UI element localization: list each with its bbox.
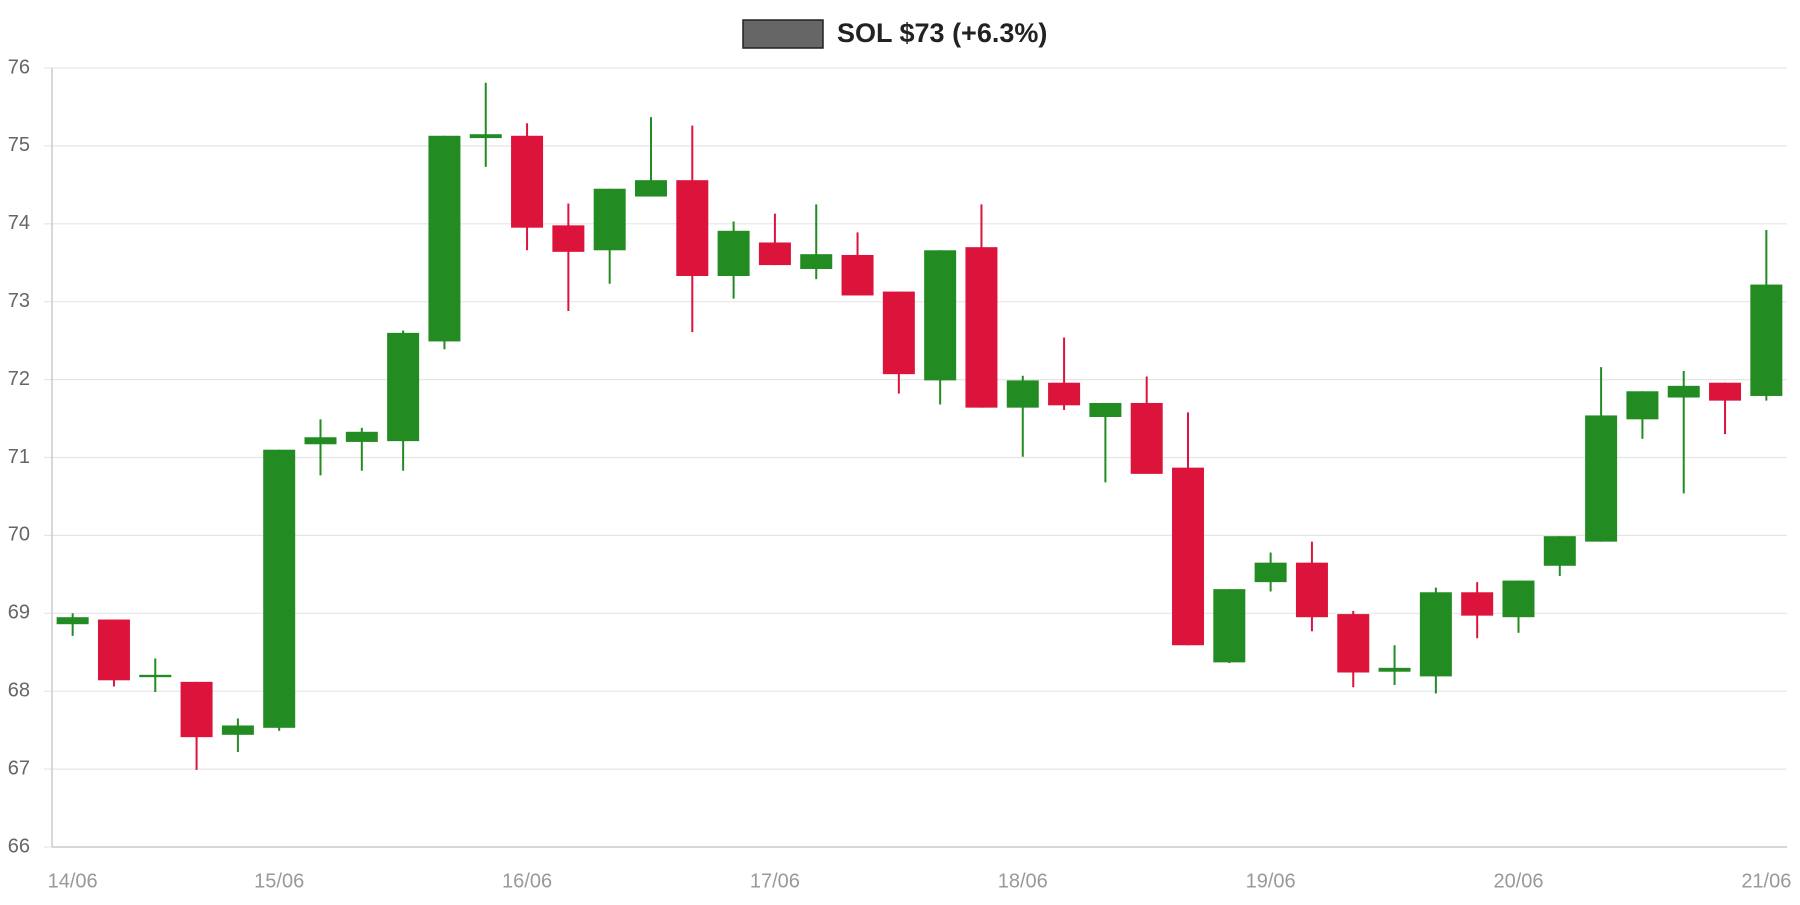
candle-body (717, 230, 750, 276)
candle-body (263, 449, 296, 728)
candle-body (1543, 536, 1576, 566)
candle-body (552, 225, 585, 252)
candle-body (1254, 562, 1287, 583)
y-tick-label: 74 (8, 212, 30, 234)
candle-body (1089, 402, 1122, 417)
y-tick-label: 71 (8, 446, 30, 468)
candle-body (1378, 667, 1411, 672)
candle-body (1213, 589, 1246, 663)
candle-body (1130, 402, 1163, 474)
legend-label: SOL $73 (+6.3%) (837, 18, 1047, 48)
candle-body (676, 180, 709, 276)
candle-body (1048, 382, 1081, 406)
candle-body (634, 180, 667, 197)
candle-body (56, 617, 89, 625)
candle-body (1502, 580, 1535, 618)
x-tick-label: 14/06 (48, 870, 98, 892)
candle-body (428, 135, 461, 342)
candle-body (1172, 467, 1205, 646)
y-tick-label: 66 (8, 835, 30, 857)
y-tick-label: 76 (8, 56, 30, 78)
y-tick-label: 72 (8, 368, 30, 390)
y-tick-label: 73 (8, 290, 30, 312)
y-tick-label: 68 (8, 679, 30, 701)
candle-body (469, 134, 502, 139)
y-tick-label: 75 (8, 134, 30, 156)
candle-body (1750, 284, 1783, 396)
candle-body (1006, 380, 1039, 408)
candle-body (304, 437, 337, 445)
candle-body (139, 674, 172, 678)
y-tick-label: 70 (8, 524, 30, 546)
candle-body (1667, 385, 1700, 398)
y-tick-label: 69 (8, 602, 30, 624)
y-tick-label: 67 (8, 757, 30, 779)
candle-body (1626, 391, 1659, 420)
candle-body (1337, 614, 1370, 673)
candle-body (593, 188, 626, 251)
candle-body (387, 332, 420, 442)
candle-body (841, 254, 874, 296)
candle-body (965, 247, 998, 408)
candle-body (1585, 415, 1618, 542)
candle-body (180, 681, 213, 738)
x-tick-label: 18/06 (998, 870, 1048, 892)
candle-body (221, 725, 254, 735)
x-tick-label: 17/06 (750, 870, 800, 892)
candle-body (882, 291, 915, 375)
x-tick-label: 21/06 (1741, 870, 1791, 892)
candle-body (758, 242, 791, 266)
candle-body (97, 619, 130, 681)
candle-body (800, 254, 833, 269)
candle-body (1419, 592, 1452, 677)
candle-body (924, 250, 957, 381)
x-tick-label: 20/06 (1493, 870, 1543, 892)
x-tick-label: 19/06 (1246, 870, 1296, 892)
legend-swatch (742, 19, 824, 49)
x-tick-label: 16/06 (502, 870, 552, 892)
candle-body (1709, 382, 1742, 401)
candle-body (511, 135, 544, 228)
candle-body (1295, 562, 1328, 618)
x-tick-label: 15/06 (254, 870, 304, 892)
candle-body (1461, 592, 1494, 616)
candle-body (345, 431, 378, 442)
